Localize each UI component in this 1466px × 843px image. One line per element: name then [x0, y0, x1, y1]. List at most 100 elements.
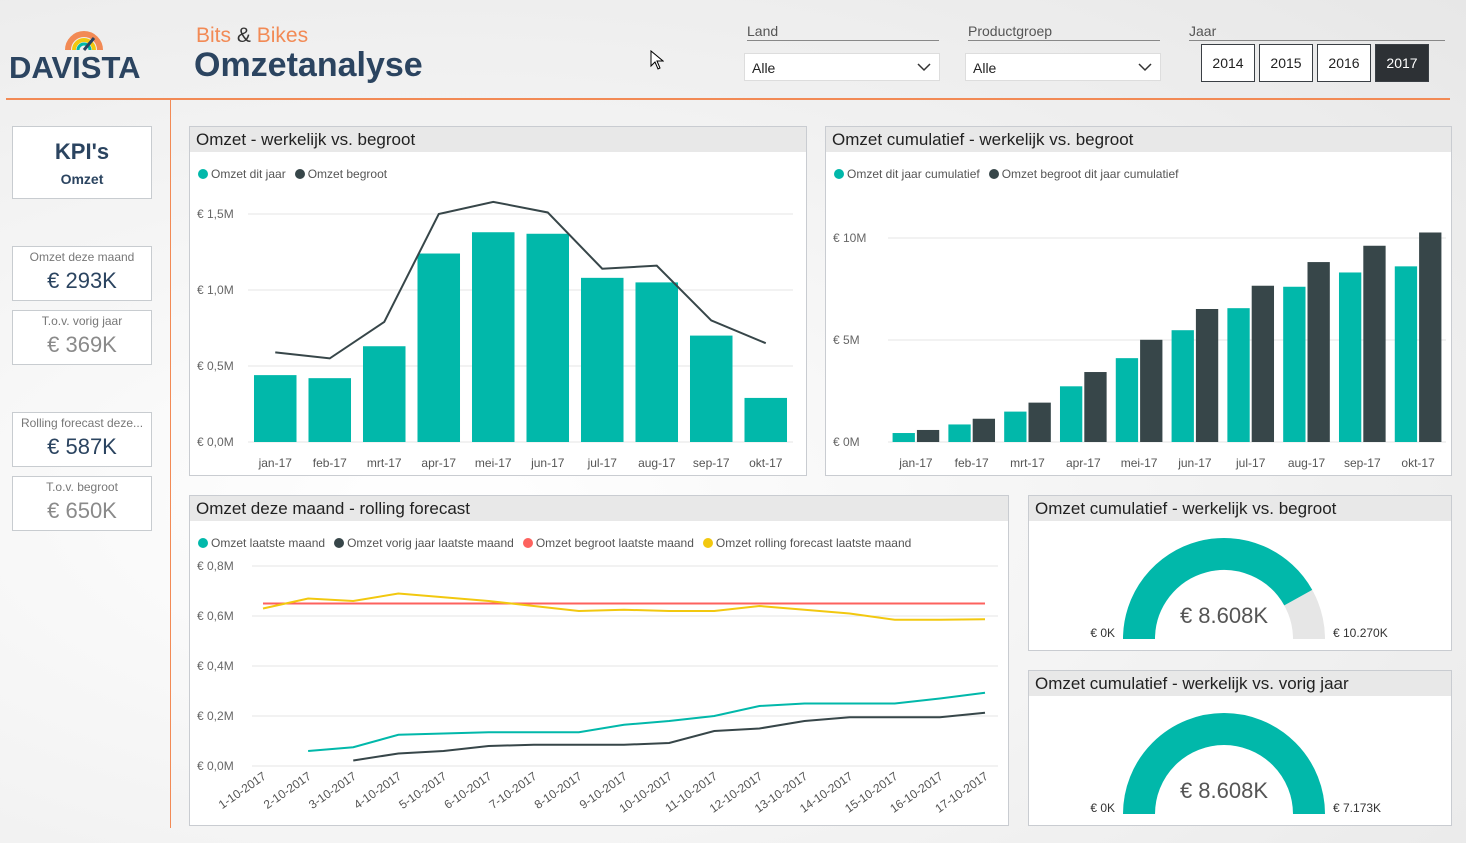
x-tick-label: jul-17: [587, 456, 618, 470]
bar-omzet-dit-jaar-cumulatief-aug-17: [1283, 286, 1306, 442]
page-title: Omzetanalyse: [194, 46, 423, 84]
bar-omzet-begroot-dit-jaar-cumulatief-apr-17: [1084, 372, 1107, 442]
kpi-card-rolling-forecast[interactable]: Rolling forecast deze... € 587K: [12, 412, 152, 467]
x-tick-label: mrt-17: [367, 456, 402, 470]
legend-dot-icon: [834, 169, 844, 179]
y-tick-label: € 10M: [833, 231, 866, 245]
y-tick-label: € 0,4M: [197, 659, 234, 673]
chart-rolling-forecast[interactable]: Omzet deze maand - rolling forecast Omze…: [189, 495, 1009, 826]
y-tick-label: € 1,5M: [197, 207, 234, 221]
bar-apr-17: [417, 253, 461, 442]
bar-omzet-begroot-dit-jaar-cumulatief-jul-17: [1251, 285, 1275, 442]
legend-dot-icon: [522, 538, 533, 548]
x-tick-label: feb-17: [955, 456, 989, 470]
legend-item-omzet-rolling-forecast-laatste-maand[interactable]: Omzet rolling forecast laatste maand: [702, 536, 911, 550]
y-tick-label: € 0M: [833, 435, 860, 449]
kpi-card-label: Omzet deze maand: [29, 250, 135, 264]
sidebar-divider: [170, 100, 171, 828]
legend-item-omzet-laatste-maand[interactable]: Omzet laatste maand: [198, 536, 325, 550]
legend-item-omzet-begroot[interactable]: Omzet begroot: [294, 167, 387, 181]
logo-text: DAVISTA: [9, 50, 140, 85]
kpi-card-begroot[interactable]: T.o.v. begroot € 650K: [12, 476, 152, 531]
kpi-header-card: KPI's Omzet: [12, 126, 152, 199]
slicer-jaar: Jaar 2014 2015 2016 2017: [1189, 23, 1445, 82]
bar-omzet-dit-jaar-cumulatief-okt-17: [1394, 266, 1418, 442]
bar-omzet-begroot-dit-jaar-cumulatief-okt-17: [1419, 232, 1442, 442]
kpi-card-omzet-deze-maand[interactable]: Omzet deze maand € 293K: [12, 246, 152, 301]
legend-item-omzet-dit-jaar-cumulatief[interactable]: Omzet dit jaar cumulatief: [834, 167, 980, 181]
x-tick-label: jan-17: [898, 456, 933, 470]
line-omzet-vorig-jaar-laatste-maand: [353, 711, 986, 762]
chart-title: Omzet - werkelijk vs. begroot: [190, 127, 806, 152]
y-tick-label: € 0,5M: [197, 359, 234, 373]
x-tick-label: sep-17: [693, 456, 730, 470]
legend-label: Omzet dit jaar: [211, 167, 286, 181]
legend-item-omzet-begroot-laatste-maand[interactable]: Omzet begroot laatste maand: [522, 536, 694, 550]
x-tick-label: 8-10-2017: [532, 769, 585, 812]
x-tick-label: jun-17: [530, 456, 565, 470]
y-tick-label: € 1,0M: [197, 283, 234, 297]
bar-feb-17: [308, 378, 352, 442]
gauge-werkelijk-vs-begroot[interactable]: Omzet cumulatief - werkelijk vs. begroot…: [1028, 495, 1452, 651]
kpi-card-value: € 293K: [47, 268, 117, 293]
chart-title: Omzet cumulatief - werkelijk vs. begroot: [1029, 496, 1451, 521]
productgroep-dropdown[interactable]: Alle: [965, 53, 1161, 81]
chart-canvas: € 0,0M € 0,5M € 1,0M € 1,5M jan-17 feb-17 mrt-…: [197, 200, 793, 470]
bar-omzet-begroot-dit-jaar-cumulatief-sep-17: [1363, 245, 1386, 442]
kpi-card-vorig-jaar[interactable]: T.o.v. vorig jaar € 369K: [12, 310, 152, 365]
x-tick-label: 7-10-2017: [487, 769, 540, 812]
mouse-cursor-icon: [650, 50, 664, 70]
x-tick-label: okt-17: [1401, 456, 1435, 470]
x-tick-label: mei-17: [475, 456, 512, 470]
bar-jun-17: [526, 233, 570, 442]
land-dropdown[interactable]: Alle: [744, 53, 940, 81]
x-tick-label: mei-17: [1121, 456, 1158, 470]
bar-omzet-begroot-dit-jaar-cumulatief-feb-17: [972, 418, 996, 442]
chart-legend: Omzet laatste maand Omzet vorig jaar laat…: [198, 536, 920, 550]
y-tick-label: € 0,0M: [197, 435, 234, 449]
x-tick-label: jun-17: [1177, 456, 1212, 470]
x-tick-label: aug-17: [1288, 456, 1326, 470]
brand-part2: Bikes: [256, 24, 309, 47]
chart-omzet-werkelijk-vs-begroot[interactable]: Omzet - werkelijk vs. begroot Omzet dit …: [189, 126, 807, 476]
x-tick-label: mrt-17: [1010, 456, 1045, 470]
bar-omzet-dit-jaar-cumulatief-sep-17: [1338, 272, 1362, 442]
gauge-max-label: € 7.173K: [1333, 801, 1381, 815]
bar-omzet-begroot-dit-jaar-cumulatief-mrt-17: [1028, 402, 1051, 442]
chart-omzet-cumulatief-bars[interactable]: Omzet cumulatief - werkelijk vs. begroot…: [825, 126, 1452, 476]
gauge-max-label: € 10.270K: [1333, 626, 1388, 640]
chart-legend: Omzet dit jaar cumulatief Omzet begroot d…: [834, 167, 1187, 181]
legend-label: Omzet laatste maand: [211, 536, 326, 550]
davista-logo: DAVISTA: [8, 30, 158, 90]
gauge-werkelijk-vs-vorig-jaar[interactable]: Omzet cumulatief - werkelijk vs. vorig j…: [1028, 670, 1452, 826]
legend-label: Omzet dit jaar cumulatief: [847, 167, 980, 181]
legend-item-omzet-vorig-jaar-laatste-maand[interactable]: Omzet vorig jaar laatste maand: [334, 536, 514, 550]
bar-jan-17: [253, 375, 297, 442]
gauge-value-arc: [1123, 538, 1313, 640]
x-tick-label: 2-10-2017: [261, 769, 314, 812]
legend-item-omzet-dit-jaar[interactable]: Omzet dit jaar: [198, 167, 286, 181]
legend-dot-icon: [198, 538, 208, 548]
brand-amp: &: [236, 24, 251, 47]
x-tick-label: aug-17: [638, 456, 676, 470]
year-button-2016[interactable]: 2016: [1317, 44, 1371, 82]
bar-omzet-dit-jaar-cumulatief-jul-17: [1227, 308, 1250, 442]
legend-dot-icon: [988, 169, 999, 179]
chart-canvas: € 0M € 5M € 10M jan-17 feb-17 mrt-17 apr-17 mei…: [833, 231, 1446, 470]
year-button-2015[interactable]: 2015: [1259, 44, 1313, 82]
bar-mei-17: [471, 232, 515, 442]
kpi-subtitle: Omzet: [60, 171, 104, 187]
bar-omzet-begroot-dit-jaar-cumulatief-mei-17: [1140, 339, 1163, 442]
legend-item-omzet-begroot-dit-jaar-cumulatief[interactable]: Omzet begroot dit jaar cumulatief: [988, 167, 1178, 181]
chart-title: Omzet deze maand - rolling forecast: [190, 496, 1008, 521]
bar-sep-17: [689, 335, 733, 442]
year-button-2014[interactable]: 2014: [1201, 44, 1255, 82]
x-tick-label: feb-17: [313, 456, 347, 470]
year-button-2017[interactable]: 2017: [1375, 44, 1429, 82]
legend-dot-icon: [334, 538, 345, 548]
gauge-value-label: € 8.608K: [1180, 778, 1268, 803]
legend-dot-icon: [198, 169, 208, 179]
kpi-card-label: Rolling forecast deze...: [20, 416, 144, 430]
chart-title: Omzet cumulatief - werkelijk vs. vorig j…: [1029, 671, 1451, 696]
chart-canvas: € 0,0M € 0,2M € 0,4M € 0,6M € 0,8M 1-10-20172…: [197, 559, 998, 816]
